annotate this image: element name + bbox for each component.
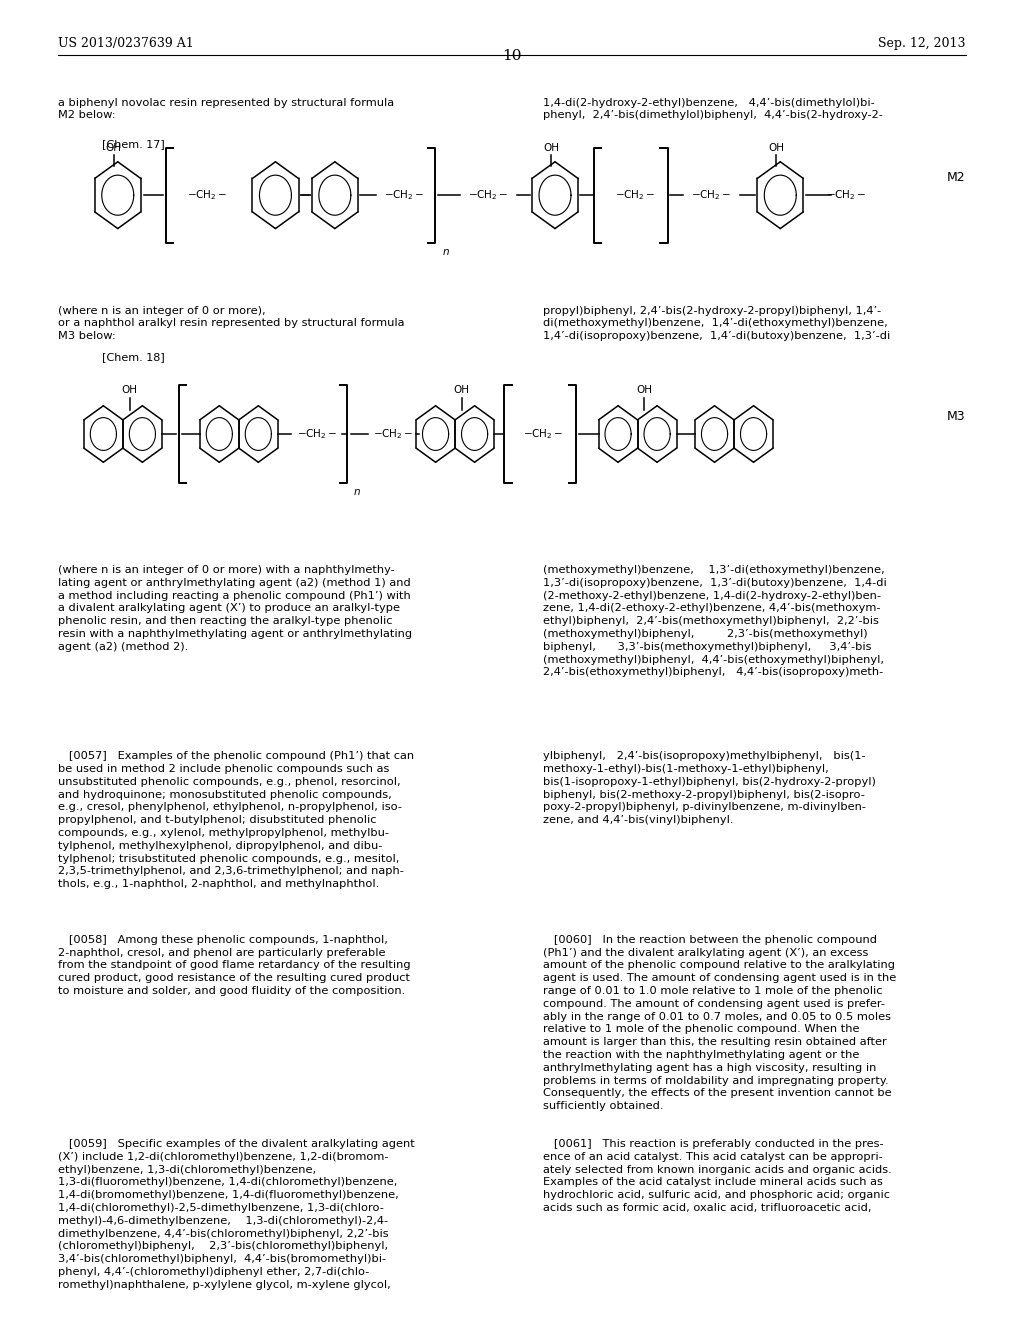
Text: [0061]   This reaction is preferably conducted in the pres-
ence of an acid cata: [0061] This reaction is preferably condu… (543, 1139, 892, 1213)
Text: n: n (442, 247, 449, 256)
Text: a biphenyl novolac resin represented by structural formula
M2 below:: a biphenyl novolac resin represented by … (58, 98, 394, 120)
Text: $\mathregular{-CH_2-}$: $\mathregular{-CH_2-}$ (826, 189, 866, 202)
Text: $\mathregular{-CH_2-}$: $\mathregular{-CH_2-}$ (614, 189, 655, 202)
Text: [0060]   In the reaction between the phenolic compound
(Ph1’) and the divalent a: [0060] In the reaction between the pheno… (543, 935, 896, 1111)
Text: [0057]   Examples of the phenolic compound (Ph1’) that can
be used in method 2 i: [0057] Examples of the phenolic compound… (58, 751, 415, 890)
Text: Sep. 12, 2013: Sep. 12, 2013 (879, 37, 966, 50)
Text: (where n is an integer of 0 or more),
or a naphthol aralkyl resin represented by: (where n is an integer of 0 or more), or… (58, 306, 404, 341)
Text: [0058]   Among these phenolic compounds, 1-naphthol,
2-naphthol, cresol, and phe: [0058] Among these phenolic compounds, 1… (58, 935, 411, 997)
Text: [Chem. 18]: [Chem. 18] (102, 352, 165, 362)
Text: M2: M2 (947, 170, 966, 183)
Text: OH: OH (768, 143, 784, 153)
Text: OH: OH (636, 385, 652, 396)
Text: M3: M3 (947, 409, 966, 422)
Text: $\mathregular{-CH_2-}$: $\mathregular{-CH_2-}$ (297, 428, 337, 441)
Text: 10: 10 (502, 49, 522, 63)
Text: $\mathregular{-CH_2-}$: $\mathregular{-CH_2-}$ (384, 189, 425, 202)
Text: OH: OH (454, 385, 470, 396)
Text: (methoxymethyl)benzene,    1,3’-di(ethoxymethyl)benzene,
1,3’-di(isopropoxy)benz: (methoxymethyl)benzene, 1,3’-di(ethoxyme… (543, 565, 887, 677)
Text: OH: OH (543, 143, 559, 153)
Text: ylbiphenyl,   2,4’-bis(isopropoxy)methylbiphenyl,   bis(1-
methoxy-1-ethyl)-bis(: ylbiphenyl, 2,4’-bis(isopropoxy)methylbi… (543, 751, 876, 825)
Text: US 2013/0237639 A1: US 2013/0237639 A1 (58, 37, 195, 50)
Text: $\mathregular{-CH_2-}$: $\mathregular{-CH_2-}$ (468, 189, 509, 202)
Text: $\mathregular{-CH_2-}$: $\mathregular{-CH_2-}$ (186, 189, 227, 202)
Text: OH: OH (122, 385, 137, 396)
Text: n: n (353, 487, 360, 496)
Text: $\mathregular{-CH_2-}$: $\mathregular{-CH_2-}$ (374, 428, 414, 441)
Text: [0059]   Specific examples of the divalent aralkylating agent
(X’) include 1,2-d: [0059] Specific examples of the divalent… (58, 1139, 415, 1290)
Text: $\mathregular{-CH_2-}$: $\mathregular{-CH_2-}$ (523, 428, 563, 441)
Text: 1,4-di(2-hydroxy-2-ethyl)benzene,   4,4’-bis(dimethylol)bi-
phenyl,  2,4’-bis(di: 1,4-di(2-hydroxy-2-ethyl)benzene, 4,4’-b… (543, 98, 883, 120)
Text: (where n is an integer of 0 or more) with a naphthylmethy-
lating agent or anthr: (where n is an integer of 0 or more) wit… (58, 565, 413, 652)
Text: $\mathregular{-CH_2-}$: $\mathregular{-CH_2-}$ (691, 189, 732, 202)
Text: OH: OH (105, 143, 122, 153)
Text: propyl)biphenyl, 2,4’-bis(2-hydroxy-2-propyl)biphenyl, 1,4’-
di(methoxymethyl)be: propyl)biphenyl, 2,4’-bis(2-hydroxy-2-pr… (543, 306, 890, 341)
Text: [Chem. 17]: [Chem. 17] (102, 139, 165, 149)
